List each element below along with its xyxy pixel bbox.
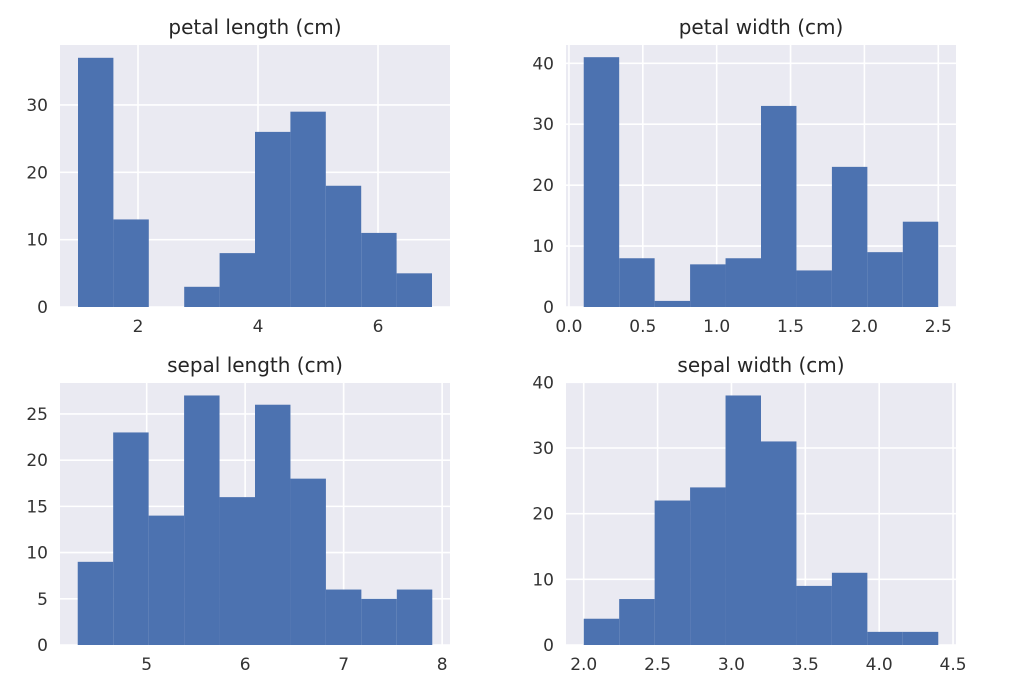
histogram-bar [396,589,433,645]
histogram-bar [290,111,326,307]
y-tick-label: 15 [26,497,48,517]
histogram-bar [361,232,397,307]
y-tick-label: 30 [532,439,554,459]
x-tick-label: 1.5 [777,317,804,337]
x-tick-label: 4.0 [866,655,893,675]
histogram-bar [77,561,114,645]
histogram-bar [796,270,832,307]
histogram-bar [761,441,797,645]
x-tick-label: 1.0 [703,317,730,337]
histogram-bar [725,258,761,307]
histogram-bar [690,487,726,645]
subplot-sepal-width: sepal width (cm) 2.0 2.5 3.0 3.5 4.0 4.5 0 10 20… [532,353,966,675]
histogram-bar [255,131,291,307]
y-tick-label: 10 [532,570,554,590]
y-tick-label: 25 [26,405,48,425]
x-tick-label: 6 [373,317,384,337]
histogram-bar [396,273,432,307]
y-tick-label: 0 [543,298,554,318]
y-tick-label: 5 [37,590,48,610]
x-tick-label: 2.0 [851,317,878,337]
y-tick-label: 0 [37,298,48,318]
histogram-bar [654,300,691,307]
histogram-bar [78,57,114,307]
x-tick-label: 3.0 [718,655,745,675]
histogram-bar [113,219,149,307]
subplot-title: petal length (cm) [168,15,341,39]
subplot-sepal-length: sepal length (cm) 5 6 7 8 0 5 10 15 20 25 [26,353,450,675]
y-tick-label: 40 [532,54,554,74]
histogram-bar [325,589,362,645]
y-tick-label: 30 [26,96,48,116]
subplot-title: sepal width (cm) [677,353,844,377]
x-tick-label: 6 [240,655,251,675]
histogram-bar [219,253,255,307]
subplot-title: sepal length (cm) [167,353,343,377]
histogram-bar [725,395,761,645]
subplot-petal-length: petal length (cm) 2 4 6 0 10 20 30 [26,15,450,337]
x-tick-label: 4.5 [940,655,967,675]
histogram-bar [184,286,220,307]
histogram-bar [619,258,655,307]
x-tick-label: 2.5 [644,655,671,675]
y-tick-label: 40 [532,373,554,393]
histogram-bar [184,395,220,645]
x-tick-label: 8 [437,655,448,675]
y-tick-label: 10 [26,231,48,251]
histogram-bar [831,572,868,645]
subplot-petal-width: petal width (cm) 0.0 0.5 1.0 1.5 2.0 2.5 0 10 20… [532,15,956,337]
subplot-title: petal width (cm) [679,15,844,39]
x-tick-label: 2 [133,317,144,337]
y-tick-label: 20 [26,163,48,183]
histogram-bar [654,500,691,645]
histogram-bar [796,585,832,645]
histogram-bar [583,57,620,307]
x-tick-label: 4 [253,317,264,337]
histogram-bar [361,598,397,645]
y-tick-label: 20 [532,505,554,525]
histogram-bar [867,631,903,645]
histogram-bar [219,497,255,645]
histogram-bar [325,185,362,307]
histogram-bar [583,618,620,645]
histogram-bar [113,432,149,645]
histogram-bar [148,515,185,645]
histogram-bar [255,404,291,645]
histogram-bar [619,599,655,645]
y-tick-label: 0 [543,636,554,656]
histogram-bar [831,166,868,307]
x-tick-label: 5 [141,655,152,675]
x-tick-label: 3.5 [792,655,819,675]
x-tick-label: 2.5 [925,317,952,337]
histogram-bar [902,221,939,307]
y-tick-label: 20 [532,176,554,196]
histogram-bar [290,478,326,645]
x-tick-label: 2.0 [570,655,597,675]
y-tick-label: 10 [532,237,554,257]
histogram-bar [867,252,903,307]
y-tick-label: 10 [26,544,48,564]
histogram-bar [761,105,797,307]
x-tick-label: 0.0 [555,317,582,337]
y-tick-label: 0 [37,636,48,656]
histogram-bar [690,264,726,307]
y-tick-label: 20 [26,451,48,471]
histogram-bar [902,631,939,645]
y-tick-label: 30 [532,115,554,135]
x-tick-label: 0.5 [629,317,656,337]
x-tick-label: 7 [338,655,349,675]
